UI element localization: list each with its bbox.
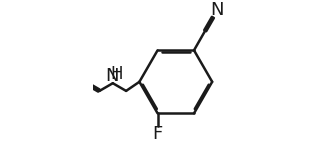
Text: N: N [211, 1, 224, 19]
Text: H: H [110, 65, 123, 83]
Text: N: N [105, 66, 119, 85]
Text: F: F [152, 125, 163, 143]
